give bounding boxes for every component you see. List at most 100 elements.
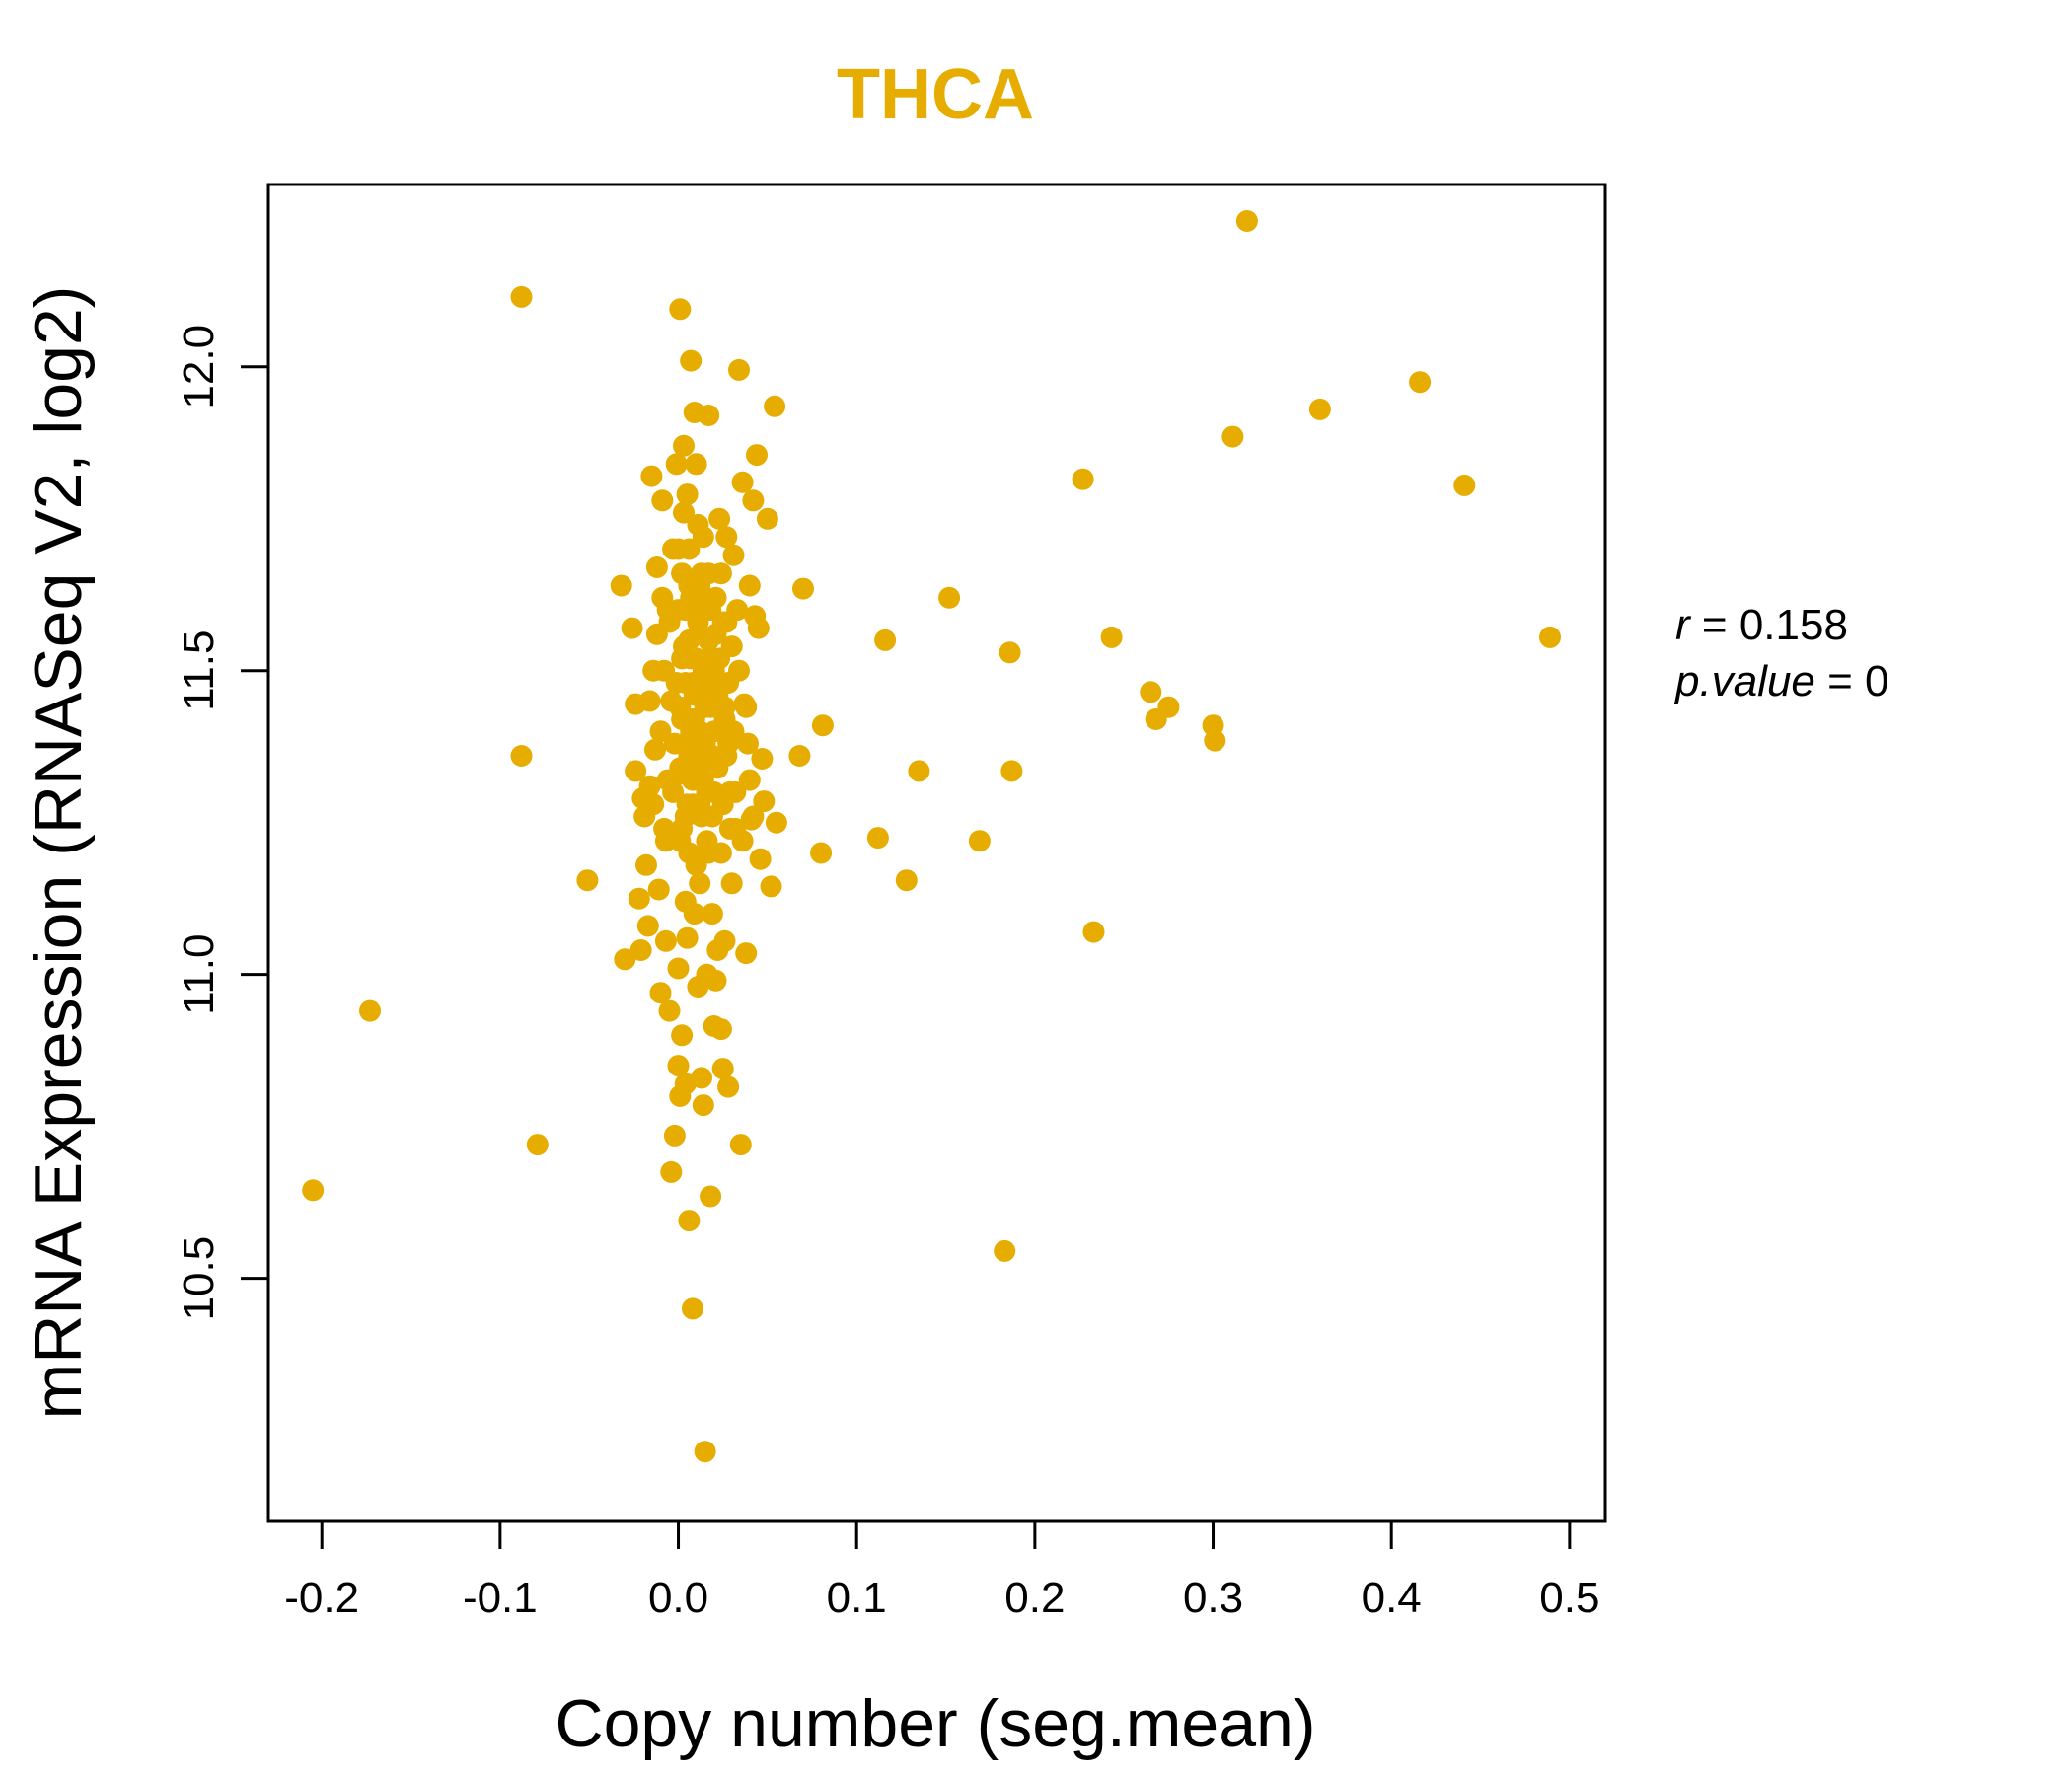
- data-point: [673, 434, 695, 457]
- data-point: [687, 623, 709, 645]
- data-point: [788, 745, 811, 767]
- data-point: [735, 942, 758, 965]
- data-point: [708, 507, 731, 530]
- data-point: [682, 1297, 703, 1320]
- data-point: [717, 1075, 740, 1098]
- y-tick-label: 10.5: [175, 1236, 223, 1321]
- data-point: [1221, 425, 1244, 448]
- data-point: [1000, 760, 1023, 782]
- data-point: [510, 285, 533, 308]
- data-point: [610, 574, 632, 597]
- data-point: [638, 775, 661, 797]
- data-point: [866, 827, 889, 850]
- x-tick-label: -0.2: [284, 1574, 359, 1622]
- data-point: [625, 760, 647, 782]
- r-equals: =: [1702, 601, 1739, 649]
- data-point: [1539, 626, 1561, 648]
- data-point: [682, 769, 703, 791]
- data-point: [671, 708, 694, 730]
- data-point: [694, 1441, 716, 1463]
- data-point: [667, 1055, 690, 1077]
- data-point: [665, 453, 688, 476]
- data-point: [709, 1018, 732, 1041]
- data-point: [691, 1067, 712, 1089]
- p-value: 0: [1865, 657, 1888, 705]
- data-point: [1082, 921, 1105, 943]
- data-point: [658, 999, 681, 1022]
- x-tick-label: 0.0: [648, 1574, 708, 1622]
- data-point: [711, 1058, 734, 1080]
- data-point: [722, 544, 745, 566]
- points-layer: [302, 210, 1561, 1463]
- data-point: [1140, 681, 1162, 703]
- data-point: [698, 405, 720, 426]
- data-point: [667, 957, 690, 980]
- data-point: [645, 556, 668, 578]
- data-point: [968, 830, 991, 852]
- data-point: [359, 999, 381, 1022]
- data-point: [629, 939, 652, 961]
- data-point: [671, 817, 694, 840]
- data-point: [1235, 210, 1258, 232]
- x-tick-label: 0.1: [827, 1574, 887, 1622]
- data-point: [660, 1160, 683, 1183]
- data-point: [746, 444, 768, 467]
- y-tick-label: 11.5: [175, 630, 223, 711]
- data-point: [1409, 371, 1432, 394]
- data-point: [644, 738, 666, 761]
- data-point: [687, 513, 709, 536]
- data-point: [742, 489, 765, 512]
- data-point: [1204, 729, 1226, 752]
- data-point: [700, 1185, 722, 1208]
- data-point: [510, 745, 533, 767]
- svg-text:r = 0.158: r = 0.158: [1675, 601, 1848, 649]
- data-point: [667, 538, 690, 560]
- data-point: [715, 526, 738, 549]
- data-point: [614, 948, 636, 971]
- data-point: [576, 869, 599, 892]
- data-point: [676, 926, 699, 949]
- x-tick-label: 0.3: [1183, 1574, 1243, 1622]
- data-point: [649, 982, 672, 1004]
- data-point: [302, 1179, 325, 1202]
- data-point: [1453, 474, 1476, 496]
- data-point: [651, 489, 674, 512]
- data-point: [908, 760, 930, 782]
- data-point: [701, 745, 723, 767]
- chart-title: THCA: [837, 55, 1034, 134]
- x-tick-label: 0.2: [1004, 1574, 1065, 1622]
- data-point: [678, 842, 701, 864]
- data-point: [654, 929, 677, 952]
- data-point: [747, 617, 770, 639]
- data-point: [756, 507, 778, 530]
- data-point: [663, 1124, 686, 1147]
- data-point: [676, 483, 699, 506]
- data-point: [895, 869, 918, 892]
- data-point: [731, 830, 754, 852]
- data-point: [696, 647, 718, 670]
- r-label: r: [1675, 601, 1692, 649]
- data-point: [698, 562, 720, 585]
- data-point: [680, 647, 703, 670]
- data-point: [692, 1094, 714, 1117]
- data-point: [701, 903, 723, 925]
- data-point: [676, 732, 699, 755]
- data-point: [728, 358, 750, 381]
- data-point: [649, 720, 672, 743]
- data-point: [731, 471, 754, 493]
- data-point: [685, 453, 707, 476]
- data-point: [636, 915, 659, 937]
- data-point: [811, 714, 834, 737]
- data-point: [654, 830, 677, 852]
- x-tick-label: 0.5: [1539, 1574, 1599, 1622]
- plot-frame: [266, 183, 1607, 1523]
- data-point: [628, 887, 650, 910]
- data-point: [738, 769, 761, 791]
- data-point: [810, 842, 833, 864]
- x-axis: -0.2 -0.1 0.0 0.1 0.2 0.3 0.4 0.5: [284, 1519, 1599, 1622]
- data-point: [651, 586, 674, 609]
- data-point: [1308, 398, 1331, 420]
- data-point: [658, 611, 681, 633]
- data-point: [874, 629, 897, 651]
- data-point: [720, 635, 743, 658]
